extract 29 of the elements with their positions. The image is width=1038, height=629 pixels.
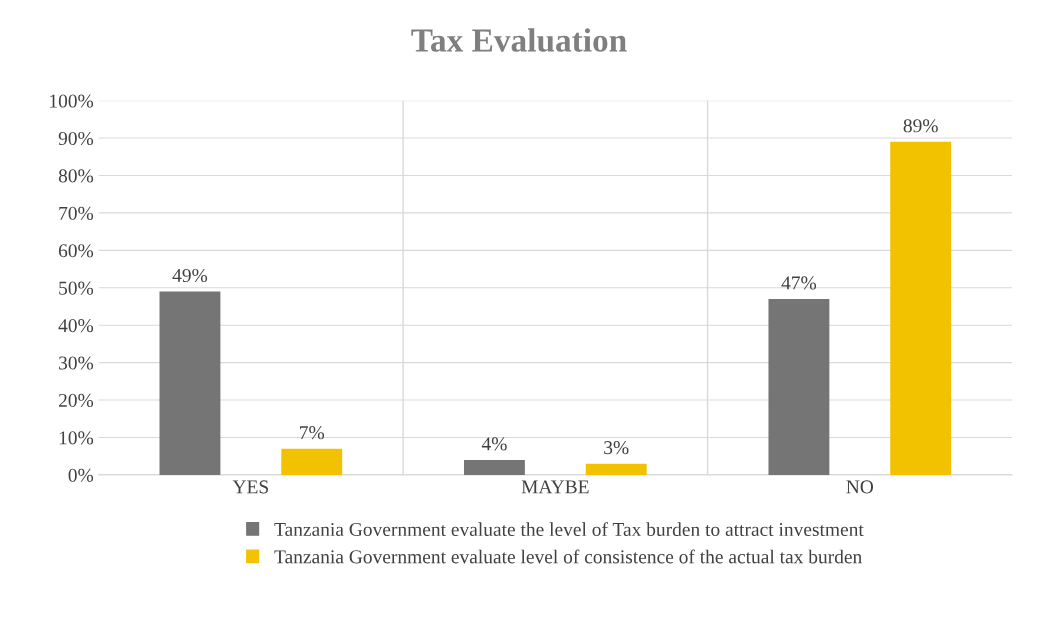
data-label: 89% (903, 119, 938, 133)
y-tick-label: 80% (58, 169, 94, 183)
data-label: 7% (300, 426, 325, 440)
legend-label: Tanzania Government evaluate level of consistence of the actual tax burden (274, 549, 862, 564)
y-tick-label: 40% (58, 319, 94, 333)
bar (159, 291, 221, 475)
x-tick-label: YES (232, 480, 269, 494)
y-tick-label: 0% (68, 468, 94, 482)
y-tick-label: 100% (50, 94, 94, 108)
y-tick-label: 10% (59, 431, 94, 445)
bar (281, 448, 343, 475)
x-tick-label: NO (846, 480, 874, 494)
x-tick-label: MAYBE (521, 480, 589, 494)
y-tick-label: 90% (58, 131, 94, 146)
bar (890, 141, 952, 475)
data-label: 3% (604, 441, 629, 455)
y-tick-label: 50% (59, 281, 94, 295)
y-tick-label: 30% (59, 356, 94, 370)
data-label: 47% (781, 276, 817, 290)
y-tick-label: 70% (59, 206, 94, 220)
chart-title: Tax Evaluation (411, 28, 627, 52)
bar (768, 299, 830, 475)
y-tick-label: 20% (58, 393, 94, 408)
bar (585, 463, 647, 475)
bar (463, 459, 525, 475)
y-tick-label: 60% (58, 244, 94, 258)
data-label: 4% (481, 437, 507, 451)
legend-label: Tanzania Government evaluate the level of Tax burden to attract investment (274, 522, 864, 537)
data-label: 49% (172, 268, 208, 283)
